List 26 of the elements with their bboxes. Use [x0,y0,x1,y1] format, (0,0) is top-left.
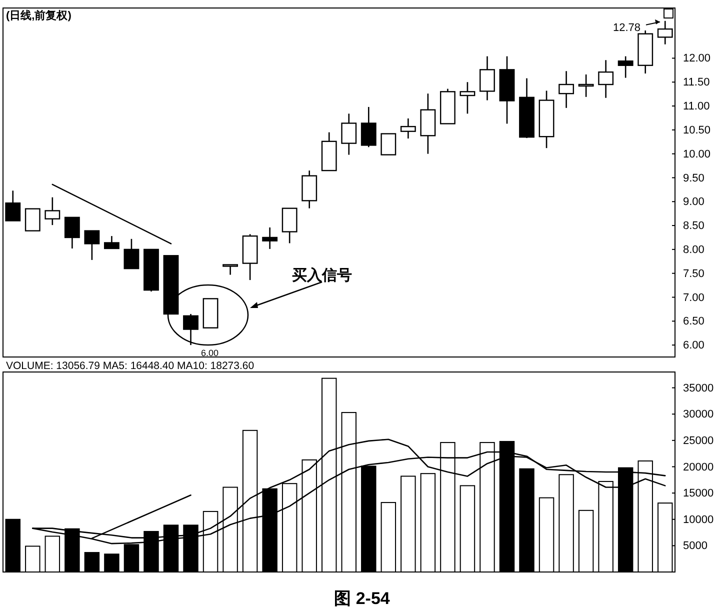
caption: 图 2-54 [334,589,390,608]
annotation: 12.78 [613,22,641,34]
y-tick-label: 6.00 [683,340,704,352]
y-tick-label: 25000 [683,434,714,447]
y-tick-label: 10000 [683,514,714,526]
annotation: 6.00 [201,348,219,358]
y-tick-label: 9.50 [683,172,704,184]
y-tick-label: 8.50 [683,220,704,232]
y-tick-label: 8.00 [683,244,704,256]
chart-title: (日线,前复权) [6,9,72,22]
y-tick-label: 7.50 [683,268,704,280]
y-tick-label: 5000 [683,540,708,552]
annotation: 买入信号 [292,267,352,284]
y-tick-label: 9.00 [683,196,704,208]
y-tick-label: 10.50 [683,124,711,136]
y-tick-label: 20000 [683,461,714,474]
y-tick-label: 11.50 [683,76,710,89]
y-tick-label: 15000 [683,488,714,500]
y-tick-label: 12.00 [683,52,711,65]
y-tick-label: 30000 [683,408,714,421]
y-tick-label: 7.00 [683,292,704,304]
y-tick-label: 35000 [683,382,714,394]
y-tick-label: 6.50 [683,316,704,328]
annotation: VOLUME: 13056.79 MA5: 16448.40 MA10: 18273.60 [6,360,254,372]
y-tick-label: 11.00 [683,100,710,113]
y-tick-label: 10.00 [683,148,711,160]
